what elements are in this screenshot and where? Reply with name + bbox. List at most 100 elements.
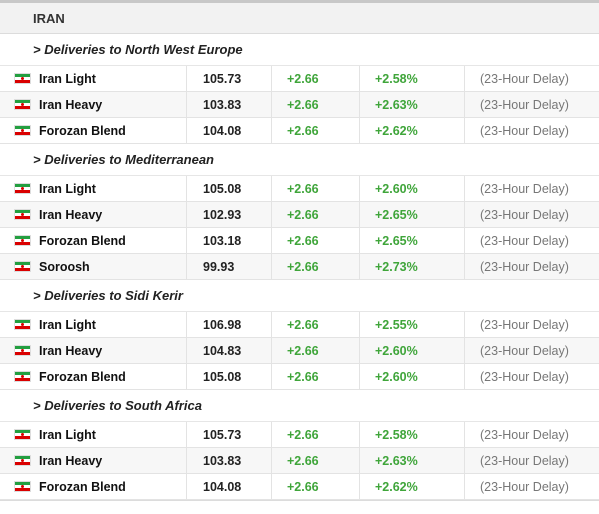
crude-name-label[interactable]: Iran Light	[39, 317, 96, 332]
table-row: Iran Light 105.73 +2.66 +2.58% (23-Hour Dela…	[0, 66, 599, 92]
delay-cell: (23-Hour Delay)	[480, 427, 569, 442]
percent-change-cell: +2.73%	[360, 254, 465, 279]
price-cell: 105.73	[187, 66, 272, 91]
iran-flag-icon	[14, 209, 31, 220]
crude-name-label[interactable]: Iran Light	[39, 427, 96, 442]
percent-change-cell: +2.60%	[360, 364, 465, 389]
crude-name-cell[interactable]: Forozan Blend	[0, 118, 187, 143]
delay-cell: (23-Hour Delay)	[480, 479, 569, 494]
table-row: Forozan Blend 103.18 +2.66 +2.65% (23-Hour D…	[0, 228, 599, 254]
table-row: Iran Heavy 103.83 +2.66 +2.63% (23-Hour Dela…	[0, 448, 599, 474]
table-row: Iran Heavy 104.83 +2.66 +2.60% (23-Hour Dela…	[0, 338, 599, 364]
change-cell: +2.66	[272, 176, 360, 201]
crude-name-label[interactable]: Iran Heavy	[39, 97, 103, 112]
change-cell: +2.66	[272, 202, 360, 227]
iran-flag-icon	[14, 319, 31, 330]
crude-name-label[interactable]: Forozan Blend	[39, 369, 126, 384]
price-cell: 105.73	[187, 422, 272, 447]
crude-name-label[interactable]: Iran Light	[39, 181, 96, 196]
change-cell: +2.66	[272, 448, 360, 473]
country-header: IRAN	[0, 3, 599, 34]
table-row: Iran Light 105.08 +2.66 +2.60% (23-Hour Dela…	[0, 176, 599, 202]
change-cell: +2.66	[272, 66, 360, 91]
crude-name-cell[interactable]: Iran Heavy	[0, 92, 187, 117]
percent-change-cell: +2.63%	[360, 448, 465, 473]
crude-name-label[interactable]: Iran Heavy	[39, 207, 103, 222]
table-row: Forozan Blend 104.08 +2.66 +2.62% (23-Hour D…	[0, 118, 599, 144]
crude-name-cell[interactable]: Iran Heavy	[0, 448, 187, 473]
change-cell: +2.66	[272, 474, 360, 499]
table-row: Iran Light 105.73 +2.66 +2.58% (23-Hour Dela…	[0, 422, 599, 448]
percent-change-cell: +2.65%	[360, 228, 465, 253]
price-cell: 103.83	[187, 448, 272, 473]
section-title[interactable]: > Deliveries to South Africa	[0, 390, 599, 422]
percent-change-cell: +2.60%	[360, 338, 465, 363]
delay-cell: (23-Hour Delay)	[480, 71, 569, 86]
table-row: Forozan Blend 104.08 +2.66 +2.62% (23-Hour D…	[0, 474, 599, 500]
delay-cell: (23-Hour Delay)	[480, 181, 569, 196]
crude-name-cell[interactable]: Iran Heavy	[0, 338, 187, 363]
section-title[interactable]: > Deliveries to North West Europe	[0, 34, 599, 66]
table-row: Soroosh 99.93 +2.66 +2.73% (23-Hour Delay)	[0, 254, 599, 280]
crude-name-cell[interactable]: Forozan Blend	[0, 364, 187, 389]
iran-flag-icon	[14, 183, 31, 194]
iran-flag-icon	[14, 99, 31, 110]
price-cell: 103.83	[187, 92, 272, 117]
percent-change-cell: +2.58%	[360, 66, 465, 91]
crude-name-label[interactable]: Forozan Blend	[39, 233, 126, 248]
iran-flag-icon	[14, 429, 31, 440]
sections-container: > Deliveries to North West Europe Iran Li…	[0, 34, 599, 501]
price-cell: 102.93	[187, 202, 272, 227]
percent-change-cell: +2.63%	[360, 92, 465, 117]
crude-name-label[interactable]: Forozan Blend	[39, 123, 126, 138]
percent-change-cell: +2.58%	[360, 422, 465, 447]
change-cell: +2.66	[272, 312, 360, 337]
section-title[interactable]: > Deliveries to Sidi Kerir	[0, 280, 599, 312]
table-row: Forozan Blend 105.08 +2.66 +2.60% (23-Hour D…	[0, 364, 599, 390]
crude-name-cell[interactable]: Iran Light	[0, 422, 187, 447]
crude-name-label[interactable]: Iran Heavy	[39, 453, 103, 468]
change-cell: +2.66	[272, 422, 360, 447]
price-cell: 106.98	[187, 312, 272, 337]
crude-name-cell[interactable]: Forozan Blend	[0, 474, 187, 499]
delay-cell: (23-Hour Delay)	[480, 123, 569, 138]
section-title[interactable]: > Deliveries to Mediterranean	[0, 144, 599, 176]
crude-name-cell[interactable]: Iran Light	[0, 176, 187, 201]
delay-cell: (23-Hour Delay)	[480, 233, 569, 248]
price-cell: 104.08	[187, 474, 272, 499]
iran-flag-icon	[14, 235, 31, 246]
crude-name-label[interactable]: Iran Light	[39, 71, 96, 86]
iran-flag-icon	[14, 455, 31, 466]
top-divider	[0, 0, 599, 3]
table-row: Iran Heavy 102.93 +2.66 +2.65% (23-Hour Dela…	[0, 202, 599, 228]
crude-name-label[interactable]: Soroosh	[39, 259, 90, 274]
percent-change-cell: +2.62%	[360, 474, 465, 499]
crude-name-cell[interactable]: Soroosh	[0, 254, 187, 279]
price-cell: 105.08	[187, 364, 272, 389]
bottom-divider	[0, 500, 599, 501]
iran-flag-icon	[14, 125, 31, 136]
percent-change-cell: +2.60%	[360, 176, 465, 201]
change-cell: +2.66	[272, 228, 360, 253]
crude-name-label[interactable]: Forozan Blend	[39, 479, 126, 494]
delay-cell: (23-Hour Delay)	[480, 259, 569, 274]
change-cell: +2.66	[272, 92, 360, 117]
crude-name-cell[interactable]: Forozan Blend	[0, 228, 187, 253]
price-cell: 103.18	[187, 228, 272, 253]
iran-flag-icon	[14, 481, 31, 492]
iran-flag-icon	[14, 371, 31, 382]
crude-name-cell[interactable]: Iran Light	[0, 312, 187, 337]
crude-name-cell[interactable]: Iran Light	[0, 66, 187, 91]
crude-name-label[interactable]: Iran Heavy	[39, 343, 103, 358]
change-cell: +2.66	[272, 338, 360, 363]
price-cell: 99.93	[187, 254, 272, 279]
iran-flag-icon	[14, 345, 31, 356]
change-cell: +2.66	[272, 364, 360, 389]
price-table: IRAN > Deliveries to North West Europe Ir…	[0, 0, 599, 501]
price-cell: 105.08	[187, 176, 272, 201]
percent-change-cell: +2.65%	[360, 202, 465, 227]
crude-name-cell[interactable]: Iran Heavy	[0, 202, 187, 227]
change-cell: +2.66	[272, 118, 360, 143]
table-row: Iran Heavy 103.83 +2.66 +2.63% (23-Hour Dela…	[0, 92, 599, 118]
change-cell: +2.66	[272, 254, 360, 279]
